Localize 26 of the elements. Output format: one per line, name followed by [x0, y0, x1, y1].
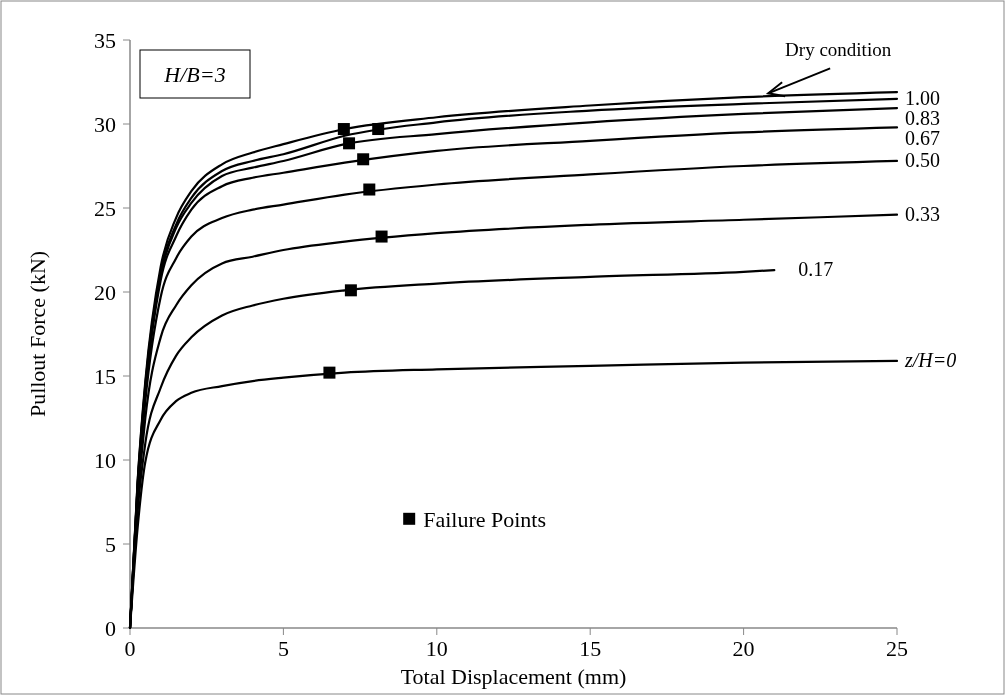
- y-tick-label: 10: [94, 447, 116, 473]
- x-tick-label: 5: [277, 636, 289, 661]
- y-axis-title: Pullout Force (kN): [25, 250, 50, 418]
- y-tick-label: 20: [94, 279, 116, 305]
- y-tick-label: 25: [94, 195, 116, 221]
- series-label: Dry condition: [785, 39, 892, 61]
- series-label: 1.00: [905, 86, 940, 109]
- x-tick-label: 15: [579, 636, 602, 661]
- y-tick-label: 35: [94, 27, 116, 53]
- x-tick-label: 0: [124, 636, 136, 661]
- series-label: 0.50: [905, 148, 940, 171]
- series-label: z/H=0: [904, 348, 957, 371]
- x-tick-label: 25: [886, 636, 908, 661]
- x-tick-label: 20: [732, 636, 755, 661]
- annotation: H/B=3: [163, 61, 226, 87]
- y-tick-label: 30: [94, 111, 116, 137]
- x-axis-title: Total Displacement (mm): [400, 664, 627, 689]
- y-tick-label: 15: [94, 363, 116, 389]
- series-label: 0.17: [798, 258, 834, 281]
- series-label: 0.67: [905, 126, 940, 149]
- legend-label: Failure Points: [423, 506, 547, 532]
- series-label: 0.83: [905, 106, 940, 129]
- series-label: 0.33: [905, 202, 940, 225]
- y-tick-label: 0: [105, 615, 116, 641]
- y-tick-label: 5: [105, 531, 116, 557]
- x-tick-label: 10: [425, 636, 448, 661]
